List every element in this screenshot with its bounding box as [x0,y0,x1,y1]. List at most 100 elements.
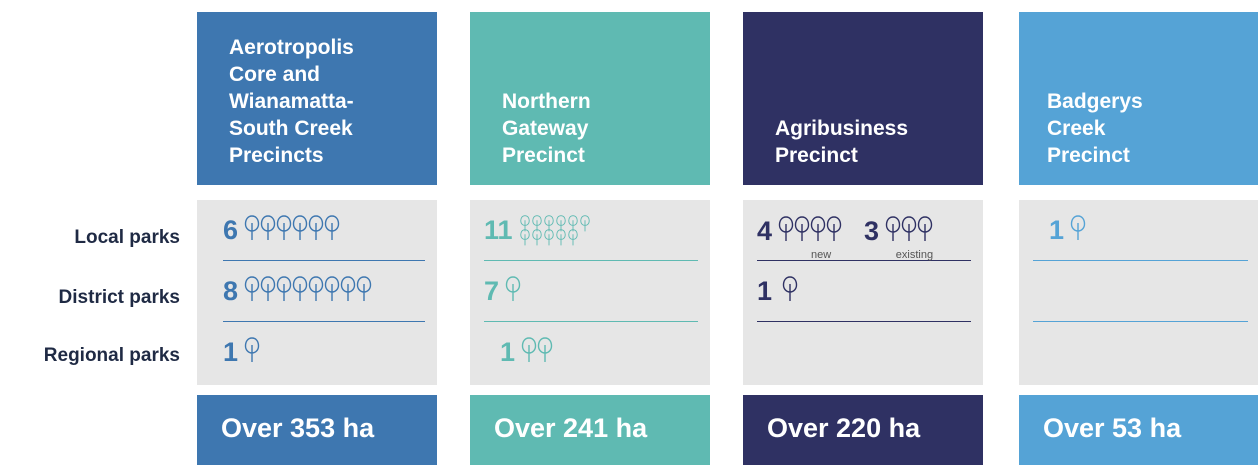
tree-icon [340,276,356,302]
park-row [1045,322,1246,383]
tree-icon [292,215,308,241]
park-row: 1 [757,261,971,322]
title-line: Precinct [1047,144,1130,167]
area-total: Over 241 ha [470,395,710,465]
title-line: Creek [1047,117,1106,140]
tree-icon [901,216,917,242]
title-line: Precinct [502,144,585,167]
count: 6 [223,214,239,245]
precinct-header: Northern Gateway Precinct [470,12,710,185]
park-count: 7 [484,276,521,307]
park-count: 8 [223,276,372,307]
count: 1 [757,275,773,306]
tree-icon [885,216,901,242]
tree-icon [244,215,260,241]
tree-icon [567,229,579,246]
park-row: 8 [223,261,425,322]
tree-icons [519,215,599,246]
count-note: new [811,249,832,261]
park-row: 4 new 3 existing [757,200,971,261]
count: 1 [1049,214,1065,245]
tree-icons [244,276,372,307]
title-line: South Creek [229,117,353,140]
title-line: Gateway [502,117,589,140]
tree-icons [782,276,798,307]
park-row: 1 [223,322,425,383]
tree-icon [519,229,531,246]
park-count: 11 [484,214,599,246]
precinct-column: Agribusiness Precinct 4 new 3 existing 1… [743,12,983,465]
parks-panel: 1 [1019,200,1258,385]
tree-icon [324,215,340,241]
park-row: 1 [500,322,698,383]
row-label: District parks [58,287,180,308]
area-total: Over 53 ha [1019,395,1258,465]
tree-icon [555,229,567,246]
title-line: Agribusiness [775,117,909,140]
precinct-header: Aerotropolis Core and Wianamatta- South … [197,12,437,185]
tree-icon [782,276,798,302]
tree-icons [505,276,521,307]
tree-icon [244,337,260,363]
tree-icons [885,216,933,247]
count: 7 [484,275,500,306]
tree-icon [356,276,372,302]
title-line: Wianamatta- [229,90,354,113]
precinct-header: Agribusiness Precinct [743,12,983,185]
parks-panel: 6 8 1 [197,200,437,385]
tree-icon [505,276,521,302]
title-line: Northern [502,90,591,113]
tree-icon [826,216,842,242]
tree-icon [324,276,340,302]
tree-icon [308,215,324,241]
tree-icons [1070,215,1086,246]
title-line: Aerotropolis [229,36,354,59]
park-count: 1 [223,337,260,368]
area-total: Over 220 ha [743,395,983,465]
tree-icon [260,276,276,302]
tree-icon [537,337,553,363]
parks-panel: 4 new 3 existing 1 [743,200,983,385]
precinct-column: Aerotropolis Core and Wianamatta- South … [197,12,437,465]
tree-icon [276,276,292,302]
count: 11 [484,214,513,245]
count: 1 [223,337,239,367]
precinct-column: Badgerys Creek Precinct 1 Over 53 ha [1019,12,1258,465]
count: 1 [500,337,516,367]
park-row [1033,261,1248,322]
tree-icon [810,216,826,242]
precinct-header: Badgerys Creek Precinct [1019,12,1258,185]
tree-icon [260,215,276,241]
precinct-column: Northern Gateway Precinct 11 7 1 [470,12,710,465]
parks-panel: 11 7 1 [470,200,710,385]
park-row [769,322,971,383]
title-line: Precincts [229,144,324,167]
tree-icon [778,216,794,242]
count-note: existing [895,249,934,261]
park-count: 3 existing [864,216,933,261]
tree-icon [244,276,260,302]
tree-icon [543,229,555,246]
park-row: 7 [484,261,698,322]
park-count: 1 [1049,215,1086,246]
park-count: 4 new [757,216,842,261]
title-line: Badgerys [1047,90,1143,113]
tree-icons [521,337,553,368]
title-line: Precinct [775,144,858,167]
tree-icons [244,337,260,368]
title-line: Core and [229,63,321,86]
park-row: 1 [1033,200,1248,261]
row-label: Local parks [74,227,180,248]
park-count: 6 [223,215,340,246]
tree-icons [244,215,340,246]
tree-icons [778,216,842,247]
tree-icon [308,276,324,302]
tree-icon [521,337,537,363]
tree-icon [276,215,292,241]
tree-icon [794,216,810,242]
tree-icon [917,216,933,242]
tree-icon [531,229,543,246]
park-count: 1 [500,337,553,368]
